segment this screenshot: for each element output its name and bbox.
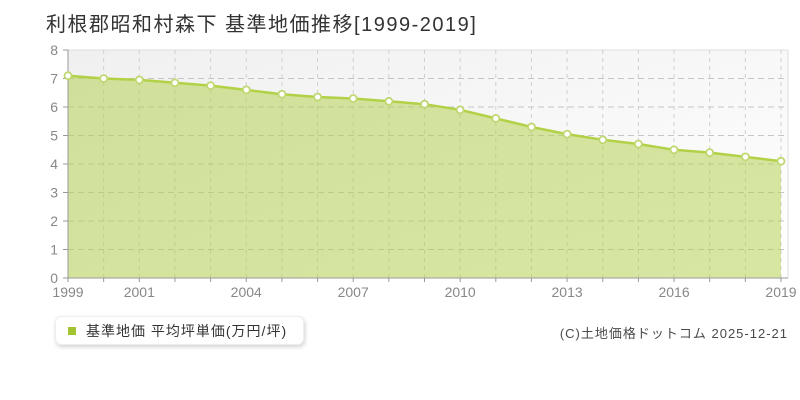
data-point xyxy=(313,92,323,102)
x-tick-label: 2007 xyxy=(338,284,369,300)
x-tick-label: 2004 xyxy=(231,284,262,300)
data-point xyxy=(705,148,715,158)
data-point xyxy=(384,96,394,106)
legend-swatch-icon xyxy=(68,326,76,335)
y-tick-label: 1 xyxy=(50,242,58,258)
data-point xyxy=(669,145,679,155)
y-tick-label: 7 xyxy=(50,71,58,87)
data-point xyxy=(741,152,750,162)
chart-title: 利根郡昭和村森下 基準地価推移[1999-2019] xyxy=(46,14,478,36)
y-tick-label: 5 xyxy=(50,128,58,144)
data-point xyxy=(562,129,572,139)
data-point xyxy=(348,94,358,103)
data-point xyxy=(170,78,180,88)
data-point xyxy=(241,85,251,95)
y-tick-label: 3 xyxy=(50,185,58,201)
data-point xyxy=(99,74,109,83)
price-trend-chart: 0 1 2 3 4 5 6 7 8 1999 2001 2004 2007 2010 2013 2016 201… xyxy=(50,42,797,300)
x-tick-label: 2001 xyxy=(124,284,155,300)
data-point xyxy=(455,105,465,115)
copyright-text: (C)土地価格ドットコム 2025-12-21 xyxy=(559,326,788,341)
x-tick-label: 1999 xyxy=(52,284,83,300)
data-point xyxy=(634,139,643,149)
data-point xyxy=(206,81,216,90)
data-point xyxy=(277,89,287,99)
x-tick-label: 2016 xyxy=(658,284,689,300)
legend-label: 基準地価 平均坪単価(万円/坪) xyxy=(86,322,288,339)
y-tick-label: 2 xyxy=(50,213,58,229)
legend: 基準地価 平均坪単価(万円/坪) xyxy=(55,316,305,345)
y-tick-label: 8 xyxy=(50,42,58,58)
data-point xyxy=(63,71,73,81)
data-point xyxy=(491,114,501,123)
data-point xyxy=(527,122,536,132)
y-tick-label: 6 xyxy=(50,99,58,115)
data-point xyxy=(420,99,429,109)
x-tick-label: 2013 xyxy=(552,284,583,300)
data-point xyxy=(598,135,608,145)
data-point xyxy=(776,156,786,166)
x-tick-label: 2010 xyxy=(445,284,476,300)
y-tick-label: 0 xyxy=(50,270,58,286)
price-area xyxy=(68,75,781,278)
y-tick-label: 4 xyxy=(50,156,58,172)
data-point xyxy=(134,75,144,85)
x-tick-label: 2019 xyxy=(765,284,796,300)
